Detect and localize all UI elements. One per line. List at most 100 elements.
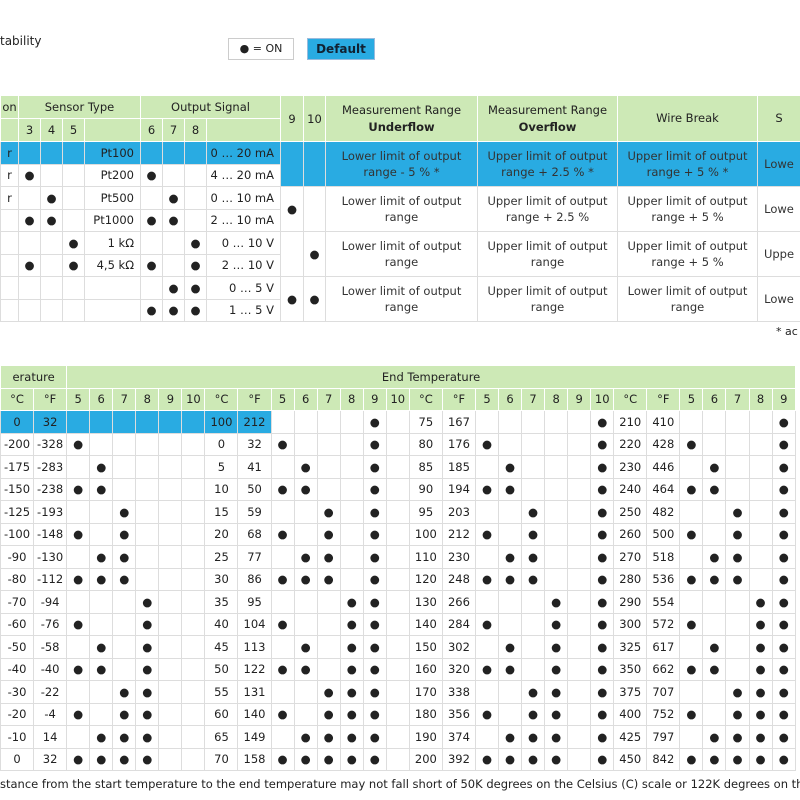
temperature-cell: ●: [270, 612, 295, 636]
settings-cell: [0, 298, 19, 322]
settings-cell: [62, 141, 85, 165]
temperature-cell: ●: [135, 657, 160, 681]
temperature-cell: ●: [544, 612, 569, 636]
column-header: 8: [748, 387, 773, 411]
temperature-cell: ●: [66, 477, 91, 501]
temperature-cell: -112: [33, 567, 68, 591]
temperature-cell: 374: [441, 725, 476, 749]
temperature-cell: [181, 612, 206, 636]
temperature-cell: ●: [66, 702, 91, 726]
settings-cell: ●: [40, 208, 63, 232]
temperature-cell: ●: [544, 747, 569, 771]
temperature-cell: 55: [204, 680, 239, 704]
temperature-cell: [679, 725, 704, 749]
temperature-cell: 392: [441, 747, 476, 771]
temperature-cell: ●: [771, 612, 797, 636]
temperature-cell: 617: [646, 635, 681, 659]
temperature-cell: 572: [646, 612, 681, 636]
temperature-cell: [567, 477, 592, 501]
temperature-cell: ●: [590, 747, 615, 771]
temperature-cell: ●: [679, 477, 704, 501]
column-header: °C: [613, 387, 648, 411]
settings-cell: [140, 276, 163, 300]
settings-cell: [40, 276, 63, 300]
temperature-cell: [270, 500, 295, 524]
temperature-cell: -70: [0, 590, 35, 614]
temperature-row: -200 -328 ● 0 32 ● ● 80 176 ● ● 220 428 ● ●: [0, 432, 797, 456]
temperature-cell: [181, 567, 206, 591]
temperature-cell: [316, 410, 341, 434]
range-cell: Upper limit of output range + 5 %: [617, 186, 758, 232]
temperature-cell: [521, 455, 546, 479]
temperature-cell: [748, 455, 773, 479]
temperature-cell: [339, 477, 364, 501]
settings-cell: [162, 231, 185, 255]
temperature-cell: ●: [702, 657, 727, 681]
column-header: 9: [362, 387, 387, 411]
settings-cell: ●: [140, 208, 163, 232]
temperature-cell: [135, 477, 160, 501]
temperature-cell: [316, 477, 341, 501]
switch-number: 5: [62, 118, 85, 142]
settings-cell: ●: [162, 208, 185, 232]
temperature-cell: ●: [66, 657, 91, 681]
range-cell: [280, 141, 304, 187]
temperature-cell: 68: [237, 522, 272, 546]
settings-cell: [18, 276, 41, 300]
temperature-cell: ●: [474, 747, 500, 771]
temperature-cell: [567, 432, 592, 456]
temperature-cell: [135, 522, 160, 546]
settings-cell: [62, 208, 85, 232]
temperature-cell: 450: [613, 747, 648, 771]
temperature-cell: [702, 590, 727, 614]
column-header: 5: [474, 387, 500, 411]
temperature-cell: [748, 432, 773, 456]
temperature-cell: ●: [771, 500, 797, 524]
temperature-cell: ●: [339, 612, 364, 636]
temperature-cell: ●: [362, 522, 387, 546]
column-header: 7: [316, 387, 341, 411]
temperature-cell: [385, 410, 410, 434]
column-header: on: [0, 95, 19, 119]
column-header: 10: [385, 387, 410, 411]
temperature-cell: [567, 657, 592, 681]
temperature-cell: ●: [521, 680, 546, 704]
temperature-cell: [66, 680, 91, 704]
temperature-cell: [158, 747, 183, 771]
settings-cell: [84, 276, 141, 300]
temperature-cell: 320: [441, 657, 476, 681]
temperature-cell: [702, 612, 727, 636]
settings-cell: ●: [62, 253, 85, 277]
settings-cell: 0 … 20 mA: [206, 141, 281, 165]
temperature-cell: 250: [613, 500, 648, 524]
column-header: 5: [66, 387, 91, 411]
temperature-cell: [270, 455, 295, 479]
temperature-cell: 482: [646, 500, 681, 524]
temperature-cell: ●: [771, 410, 797, 434]
temperature-cell: ●: [339, 657, 364, 681]
temperature-cell: 500: [646, 522, 681, 546]
settings-cell: [62, 163, 85, 187]
settings-cell: [40, 163, 63, 187]
temperature-cell: [474, 725, 500, 749]
column-header: 5: [270, 387, 295, 411]
switch-number: 8: [184, 118, 207, 142]
temperature-cell: 32: [33, 410, 68, 434]
range-cell: Upper limit of output range: [477, 276, 618, 322]
temperature-cell: 260: [613, 522, 648, 546]
temperature-cell: [89, 500, 114, 524]
temperature-cell: [544, 545, 569, 569]
temperature-cell: 707: [646, 680, 681, 704]
temperature-cell: [725, 657, 750, 681]
temperature-cell: [66, 725, 91, 749]
temperature-cell: -130: [33, 545, 68, 569]
temperature-cell: [181, 680, 206, 704]
settings-cell: [62, 276, 85, 300]
temperature-cell: ●: [112, 567, 137, 591]
temperature-cell: ●: [316, 567, 341, 591]
temperature-cell: ●: [679, 567, 704, 591]
temperature-cell: 350: [613, 657, 648, 681]
settings-cell: [40, 253, 63, 277]
temperature-cell: ●: [339, 635, 364, 659]
column-header: °C: [204, 387, 239, 411]
